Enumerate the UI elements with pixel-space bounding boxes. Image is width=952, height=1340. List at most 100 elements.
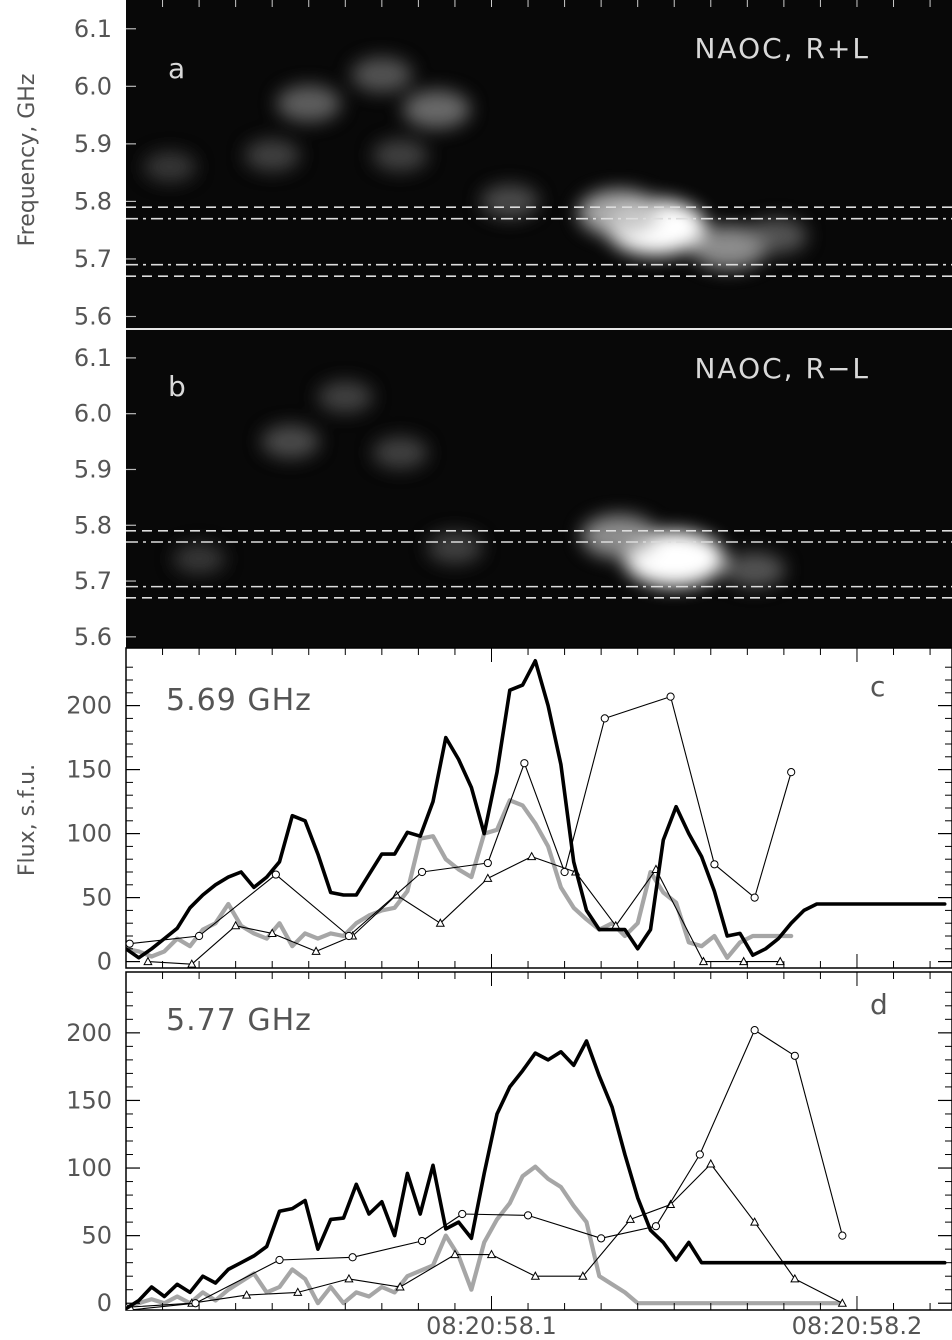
panel-d-circle-marker (417, 1236, 427, 1246)
panel-a-ylabel: Frequency, GHz (15, 74, 40, 247)
panel-c-circle-marker (126, 939, 134, 948)
panel-d-series-thick-black (126, 1039, 947, 1310)
panel-b-y-ticks: 6.1 6.0 5.9 5.8 5.7 5.6 (74, 344, 136, 651)
panel-d-circle-marker (458, 1209, 467, 1219)
panel-c-circle-marker (666, 692, 675, 701)
panel-c-ylabel: Flux, s.f.u. (15, 764, 40, 876)
panel-d-circle-marker (597, 1234, 606, 1243)
panel-a-blob (143, 151, 196, 183)
panel-d-ytick-label: 0 (97, 1289, 112, 1317)
panel-d-x-ticks: 08:20:58.1 08:20:58.2 (426, 1312, 922, 1340)
panel-b-blob (261, 424, 320, 459)
x-tick-label: 08:20:58.2 (792, 1312, 923, 1340)
panel-b-blob (372, 436, 428, 469)
panel-d-y-ticks: 0 50 100 150 200 (66, 972, 952, 1317)
panel-a-blob (351, 57, 413, 93)
panel-b-ytick-label: 6.1 (74, 344, 112, 372)
panel-c-triangle-marker (775, 956, 785, 966)
panel-d-series (126, 1026, 947, 1310)
panel-c-circle-marker (483, 858, 492, 868)
panel-a-blob (578, 189, 661, 237)
panel-d-ytick-label: 200 (66, 1019, 112, 1047)
top-x-ticks (162, 0, 931, 7)
panel-a-ytick-label: 5.6 (74, 302, 112, 330)
panel-a-ytick-label: 6.1 (74, 15, 112, 43)
panel-d-triangle-marker (486, 1249, 497, 1259)
panel-a-ytick-label: 5.7 (74, 245, 112, 273)
panel-d-circle-marker (348, 1253, 357, 1262)
panel-b-blob (724, 552, 786, 588)
panel-a-annotation: NAOC, R+L (694, 32, 870, 65)
panel-c-frame (125, 647, 952, 969)
panel-b-ytick-label: 6.0 (74, 400, 112, 428)
panel-d-circle-marker (523, 1211, 533, 1220)
panel-c-triangle-marker (231, 920, 241, 930)
panel-d-triangle-marker (749, 1217, 760, 1226)
panel-c-series (126, 658, 947, 968)
panel-b-ytick-label: 5.7 (74, 567, 112, 595)
panel-b-blob (581, 514, 658, 559)
panel-c-ytick-label: 100 (66, 820, 112, 848)
panel-c-circle-marker (344, 931, 354, 941)
panel-d-circle-marker (695, 1150, 704, 1159)
panel-d-letter: d (870, 988, 888, 1021)
panel-c-circle-marker (710, 860, 719, 869)
panel-a: a NAOC, R+L 6.1 6.0 5.9 5.8 5.7 5.6 Frequency… (15, 0, 952, 330)
panel-c-triangle-marker (187, 959, 197, 968)
panel-d-ytick-label: 150 (66, 1086, 112, 1114)
panel-b-ytick-label: 5.8 (74, 511, 112, 539)
panel-b-annotation: NAOC, R−L (694, 352, 870, 385)
panel-c-circle-marker (417, 867, 427, 877)
panel-a-blob (244, 139, 300, 172)
panel-d-ytick-label: 100 (66, 1154, 112, 1182)
panel-b-blob (427, 531, 483, 564)
panel-b-letter: b (168, 370, 186, 403)
panel-c-triangle-marker (435, 918, 445, 927)
panel-d-triangle-marker (344, 1273, 354, 1283)
panel-c-series-thick-black (126, 658, 947, 960)
panel-c-circle-marker (750, 893, 759, 902)
panel-d-circle-marker (651, 1222, 661, 1231)
panel-b-blob (317, 380, 373, 413)
panel-a-ytick-label: 6.0 (74, 72, 112, 100)
panel-d-triangle-marker (395, 1281, 405, 1291)
panel-c-triangle-marker (527, 851, 537, 861)
panel-d-triangle-marker (450, 1249, 460, 1259)
panel-c-letter: c (870, 670, 885, 703)
panel-b-reference-lines (126, 530, 952, 599)
panel-d-series-thick-gray (126, 1164, 845, 1310)
panel-c-triangle-marker (267, 928, 277, 937)
panel-a-reference-lines (126, 206, 952, 278)
panel-d-triangle-marker (837, 1298, 847, 1307)
panel-b: b NAOC, R−L 6.1 6.0 5.9 5.8 5.7 5.6 (74, 330, 952, 651)
panel-c-triangle-marker (483, 873, 493, 882)
panel-d-triangle-marker (530, 1271, 540, 1280)
panel-d-triangle-marker (241, 1290, 252, 1299)
panel-c-series-thin-triangles (147, 856, 781, 965)
panel-c: 5.69 GHz c 0 50 100 150 200 Flux, s.f.u. (15, 647, 952, 976)
panel-c-triangle-marker (698, 956, 709, 966)
panel-b-blob (173, 543, 226, 574)
panel-a-blob (746, 218, 808, 254)
panel-c-y-ticks: 0 50 100 150 200 (66, 648, 952, 976)
panel-a-y-ticks: 6.1 6.0 5.9 5.8 5.7 5.6 (74, 15, 136, 330)
panel-a-ytick-label: 5.9 (74, 130, 112, 158)
panel-d-circle-marker (790, 1051, 799, 1060)
panel-d-triangle-marker (293, 1287, 303, 1296)
panel-c-circle-marker (194, 931, 204, 941)
panel-b-ytick-label: 5.9 (74, 455, 112, 483)
x-tick-label: 08:20:58.1 (426, 1312, 557, 1340)
panel-c-triangle-marker (739, 956, 749, 966)
panel-c-circle-marker (787, 768, 796, 777)
panel-a-blob (403, 90, 471, 129)
panel-a-letter: a (168, 52, 185, 85)
panel-d-circle-marker (838, 1231, 847, 1240)
panel-d-triangle-marker (790, 1273, 800, 1283)
panel-a-blob (480, 184, 539, 219)
panel-d-triangle-marker (578, 1271, 588, 1280)
panel-c-triangle-marker (311, 946, 321, 955)
panel-d-ytick-label: 50 (81, 1222, 112, 1250)
panel-d-triangle-marker (706, 1158, 716, 1168)
